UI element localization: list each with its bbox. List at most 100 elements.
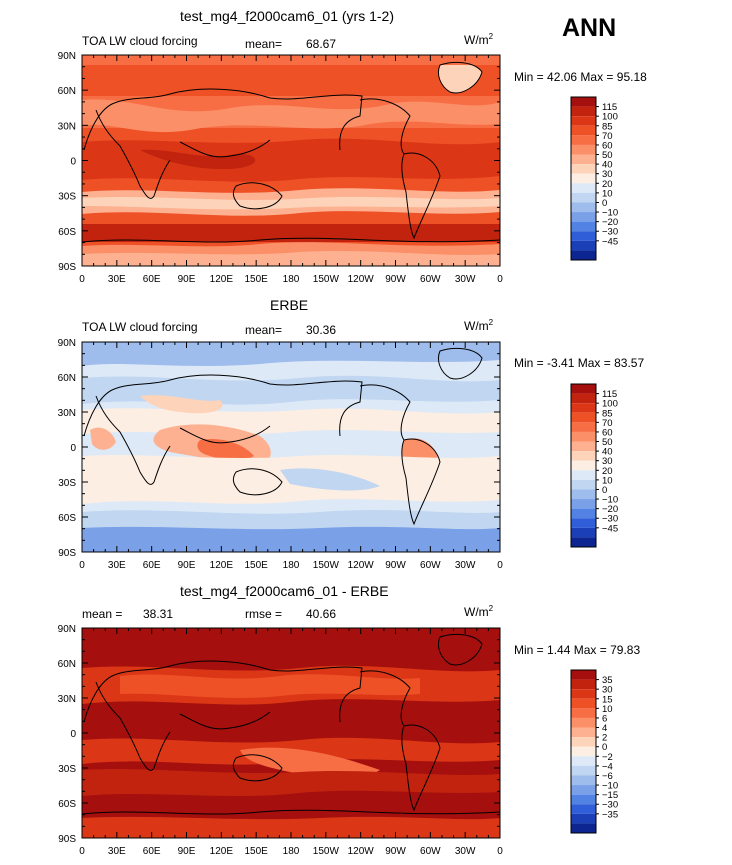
panel-3-rmse-label: rmse = — [245, 607, 283, 621]
colorbar-label: 20 — [602, 466, 613, 477]
colorbar-label: 60 — [602, 427, 613, 438]
colorbar-label: 70 — [602, 418, 613, 429]
y-tick-label: 30S — [58, 478, 76, 489]
colorbar-swatch — [571, 412, 596, 423]
panel-1-variable-label: TOA LW cloud forcing — [82, 34, 198, 48]
colorbar-label: 30 — [602, 685, 613, 696]
colorbar-label: −45 — [602, 236, 618, 247]
colorbar-label: −2 — [602, 752, 613, 763]
y-tick-label: 30N — [58, 408, 76, 419]
x-tick-label: 120E — [210, 274, 234, 285]
colorbar-label: −30 — [602, 800, 618, 811]
y-tick-label: 30N — [58, 694, 76, 705]
x-tick-label: 0 — [497, 846, 503, 857]
panel-3-field — [82, 628, 500, 838]
x-tick-label: 60W — [420, 846, 441, 857]
colorbar-label: 10 — [602, 188, 613, 199]
colorbar-swatch — [571, 518, 596, 528]
panel-1-coastlines — [82, 61, 500, 243]
colorbar-label: −15 — [602, 790, 618, 801]
x-tick-label: 60E — [143, 846, 161, 857]
x-tick-label: 150W — [313, 560, 340, 571]
y-tick-label: 30S — [58, 764, 76, 775]
panel-1-max-value: 95.18 — [616, 70, 647, 84]
colorbar-swatch — [571, 144, 596, 155]
x-tick-label: 90E — [178, 560, 196, 571]
colorbar-swatch — [571, 431, 596, 442]
x-tick-label: 30W — [455, 560, 476, 571]
panel-3-min-label: Min = — [514, 643, 544, 657]
colorbar-label: 85 — [602, 121, 613, 132]
colorbar-frame — [570, 669, 597, 834]
panel-2-min-label: Min = — [514, 356, 544, 370]
x-tick-label: 150E — [244, 846, 268, 857]
x-tick-label: 60E — [143, 560, 161, 571]
panel-2-mean-label: mean= — [245, 323, 283, 337]
x-tick-label: 0 — [497, 274, 503, 285]
colorbar-swatch — [571, 441, 596, 452]
y-tick-label: 90N — [58, 624, 76, 635]
x-tick-label: 120E — [210, 846, 234, 857]
panel-2-max-value: 83.57 — [614, 356, 645, 370]
x-tick-label: 30E — [108, 846, 126, 857]
colorbar-label: −30 — [602, 227, 618, 238]
y-tick-label: 0 — [70, 729, 76, 740]
x-tick-label: 60E — [143, 274, 161, 285]
y-tick-label: 90S — [58, 548, 76, 559]
colorbar-swatch — [571, 403, 596, 413]
colorbar-label: 100 — [602, 112, 618, 123]
colorbar-label: 2 — [602, 733, 607, 744]
colorbar-label: 15 — [602, 694, 613, 705]
colorbar-label: 35 — [602, 675, 613, 686]
colorbar-swatch — [571, 527, 596, 538]
colorbar-swatch — [571, 183, 596, 193]
colorbar-label: 30 — [602, 169, 613, 180]
panel-3-min-max: Min = 1.44 Max = 79.83 — [514, 643, 640, 657]
panel-3-max-label: Max = — [573, 643, 607, 657]
x-tick-label: 0 — [79, 846, 85, 857]
colorbar-swatch — [571, 460, 596, 471]
colorbar-swatch — [571, 727, 596, 738]
colorbar-swatch — [571, 785, 596, 795]
y-tick-label: 90S — [58, 262, 76, 273]
colorbar-label: 115 — [602, 389, 617, 400]
y-tick-label: 90N — [58, 338, 76, 349]
x-tick-label: 60W — [420, 560, 441, 571]
colorbar-label: −30 — [602, 514, 618, 525]
panel-1-min-value: 42.06 — [547, 70, 578, 84]
colorbar-label: 4 — [602, 723, 607, 734]
y-tick-label: 0 — [70, 443, 76, 454]
colorbar-label: 50 — [602, 437, 613, 448]
x-tick-label: 90W — [385, 274, 406, 285]
season-label: ANN — [562, 14, 617, 42]
y-tick-label: 30N — [58, 121, 76, 132]
panel-2-field — [82, 342, 500, 552]
colorbar-swatch — [571, 393, 596, 404]
colorbar-label: 40 — [602, 160, 613, 171]
colorbar-label: 85 — [602, 408, 613, 419]
x-tick-label: 0 — [497, 560, 503, 571]
colorbar-swatch — [571, 537, 596, 547]
panel-1-min-label: Min = — [514, 70, 544, 84]
panel-3-mean-label: mean = — [82, 607, 123, 621]
panel-2-max-label: Max = — [577, 356, 611, 370]
y-tick-label: 60S — [58, 799, 76, 810]
colorbar-swatch — [571, 679, 596, 690]
x-tick-label: 30W — [455, 846, 476, 857]
x-tick-label: 180 — [283, 274, 300, 285]
colorbar-label: 30 — [602, 456, 613, 467]
colorbar-swatch — [571, 470, 596, 480]
colorbar-swatch — [571, 164, 596, 174]
panel-2-title: ERBE — [270, 297, 309, 313]
panel-2-min-value: -3.41 — [547, 356, 575, 370]
x-tick-label: 0 — [79, 274, 85, 285]
colorbar-label: −35 — [602, 809, 618, 820]
colorbar-label: 70 — [602, 131, 613, 142]
colorbar-label: 10 — [602, 475, 613, 486]
y-tick-label: 60N — [58, 373, 76, 384]
x-tick-label: 150E — [244, 560, 268, 571]
colorbar-label: 100 — [602, 399, 618, 410]
colorbar-label: −45 — [602, 523, 618, 534]
x-tick-label: 90W — [385, 846, 406, 857]
